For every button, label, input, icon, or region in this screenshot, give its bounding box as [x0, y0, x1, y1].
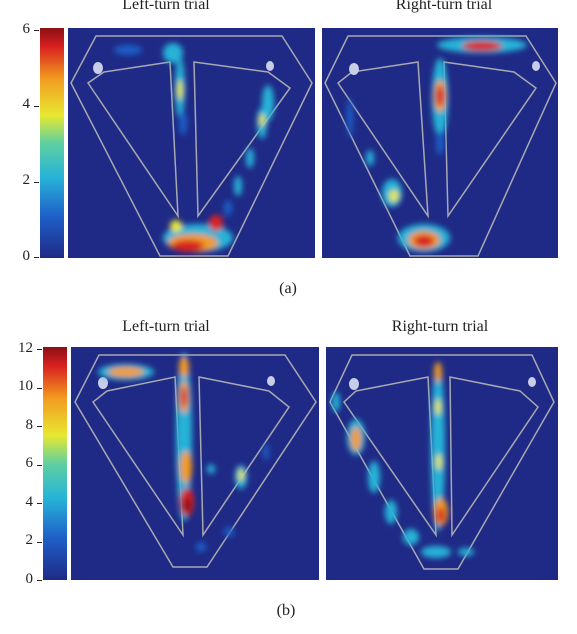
panel-a-right-heatmap	[322, 28, 558, 258]
panel-b-tick-0: 0	[25, 571, 34, 587]
panel-b-tick-8: 8	[25, 417, 34, 433]
panel-b-tick-10: 10	[18, 378, 33, 394]
panel-a-caption: (a)	[279, 280, 297, 297]
panel-b-right-title: Right-turn trial	[391, 318, 489, 335]
panel-b-tick-4: 4	[25, 494, 34, 510]
panel-b-colorbar	[43, 347, 67, 580]
panel-a-right-title: Right-turn trial	[395, 0, 493, 13]
panel-a-tick-6: 6	[22, 21, 31, 37]
panel-b-left-heatmap	[71, 347, 319, 580]
panel-b-left-title: Left-turn trial	[122, 318, 210, 335]
panel-b-tick-2: 2	[25, 532, 34, 548]
panel-b-tick-12: 12	[18, 340, 33, 356]
panel-b-right-heatmap	[326, 347, 558, 580]
panel-b-tick-6: 6	[25, 455, 34, 471]
panel-a-colorbar	[40, 28, 64, 258]
panel-a-tick-4: 4	[22, 96, 31, 112]
panel-a-left-title: Left-turn trial	[122, 0, 210, 13]
panel-a-left-heatmap	[68, 28, 315, 258]
panel-a-tick-0: 0	[22, 248, 31, 264]
panel-a-tick-2: 2	[22, 172, 31, 188]
panel-b-caption: (b)	[276, 602, 296, 619]
